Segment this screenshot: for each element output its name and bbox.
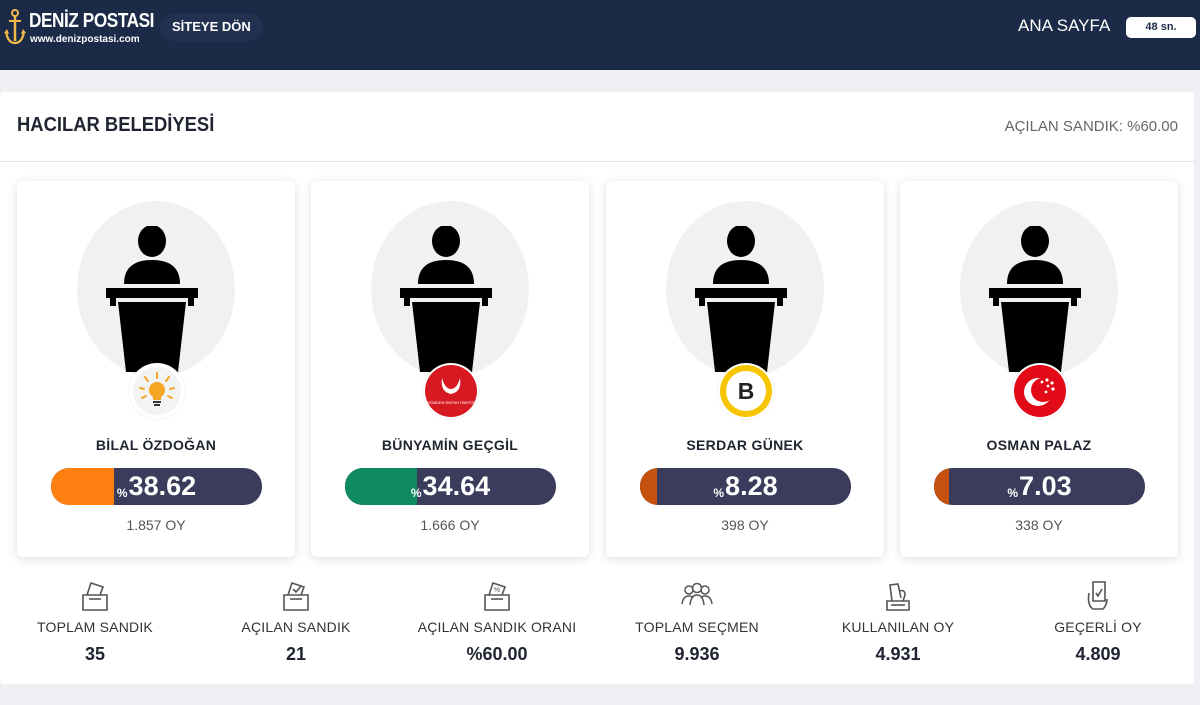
svg-text:%: % bbox=[494, 587, 500, 594]
stat-label: GEÇERLİ OY bbox=[1054, 619, 1142, 635]
podium-speaker-icon bbox=[400, 226, 492, 372]
candidate-card: BİLAL ÖZDOĞAN %38.62 1.857 OY bbox=[17, 181, 295, 557]
vote-share-text: %38.62 bbox=[51, 468, 262, 505]
candidate-name: OSMAN PALAZ bbox=[986, 437, 1092, 453]
vote-share-fill bbox=[345, 468, 417, 505]
ballot-box-check-icon bbox=[283, 581, 309, 611]
anchor-icon bbox=[4, 9, 26, 45]
stat-label: TOPLAM SANDIK bbox=[37, 619, 153, 635]
candidate-card: OSMAN PALAZ %7.03 338 OY bbox=[900, 181, 1178, 557]
podium-speaker-icon bbox=[106, 226, 198, 372]
logo-url: www.denizpostasi.com bbox=[30, 34, 140, 45]
avatar bbox=[77, 201, 235, 377]
vote-share-text: %8.28 bbox=[640, 468, 851, 505]
divider bbox=[0, 161, 1194, 162]
vote-count: 398 OY bbox=[721, 517, 769, 533]
candidate-name: SERDAR GÜNEK bbox=[686, 437, 804, 453]
vote-share-fill bbox=[640, 468, 657, 505]
stat-label: TOPLAM SEÇMEN bbox=[635, 619, 759, 635]
stat-opened-ballot-boxes: AÇILAN SANDIK 21 bbox=[206, 579, 386, 665]
stat-value: 4.809 bbox=[1075, 644, 1121, 664]
stat-value: 35 bbox=[84, 644, 106, 664]
ballot-box-icon bbox=[82, 581, 108, 611]
home-link[interactable]: ANA SAYFA bbox=[1018, 16, 1111, 35]
ballot-box-percent-icon: % bbox=[484, 581, 510, 611]
avatar bbox=[960, 201, 1118, 377]
vote-share-text: %34.64 bbox=[345, 468, 556, 505]
podium-speaker-icon bbox=[989, 226, 1081, 372]
vote-share-bar: %8.28 bbox=[640, 468, 851, 505]
vote-percent: 8.28 bbox=[725, 471, 778, 501]
vote-percent: 7.03 bbox=[1019, 471, 1072, 501]
avatar bbox=[371, 201, 529, 377]
logo-title: DENİZ POSTASI bbox=[29, 10, 155, 32]
results-panel: HACILAR BELEDİYESİ AÇILAN SANDIK: %60.00 bbox=[0, 92, 1194, 684]
vote-percent: 38.62 bbox=[128, 471, 197, 501]
stat-value: 21 bbox=[285, 644, 307, 664]
svg-text:B: B bbox=[738, 378, 755, 404]
stat-label: KULLANILAN OY bbox=[841, 619, 955, 635]
vote-share-text: %7.03 bbox=[934, 468, 1145, 505]
percent-sign: % bbox=[116, 486, 128, 500]
candidate-name: BÜNYAMİN GEÇGİL bbox=[381, 437, 519, 453]
vote-count: 338 OY bbox=[1015, 517, 1063, 533]
site-logo[interactable]: DENİZ POSTASI www.denizpostasi.com bbox=[4, 6, 154, 48]
vote-share-fill bbox=[51, 468, 115, 505]
opened-ballot-ratio: AÇILAN SANDIK: %60.00 bbox=[1004, 118, 1178, 135]
candidate-name: BİLAL ÖZDOĞAN bbox=[95, 437, 217, 453]
candidate-card: B SERDAR GÜNEK %8.28 398 OY bbox=[606, 181, 884, 557]
voters-icon bbox=[681, 582, 713, 606]
stat-valid-votes: GEÇERLİ OY 4.809 bbox=[1008, 579, 1188, 665]
stat-value: 4.931 bbox=[875, 644, 921, 664]
top-navbar: DENİZ POSTASI www.denizpostasi.com SİTEY… bbox=[0, 0, 1200, 70]
stat-opened-ratio: % AÇILAN SANDIK ORANI %60.00 bbox=[407, 579, 587, 665]
stat-total-ballot-boxes: TOPLAM SANDIK 35 bbox=[5, 579, 185, 665]
b-letter-icon: B bbox=[720, 365, 772, 417]
valid-vote-icon bbox=[1087, 581, 1108, 610]
vote-share-fill bbox=[934, 468, 949, 505]
vote-share-bar: %7.03 bbox=[934, 468, 1145, 505]
yeniden-refah-icon: YENİDEN REFAH PARTİSİ bbox=[425, 365, 477, 417]
vote-share-bar: %38.62 bbox=[51, 468, 262, 505]
party-logo: YENİDEN REFAH PARTİSİ bbox=[423, 363, 479, 419]
page-title: HACILAR BELEDİYESİ bbox=[17, 114, 215, 136]
stat-total-voters: TOPLAM SEÇMEN 9.936 bbox=[607, 579, 787, 665]
percent-sign: % bbox=[410, 486, 422, 500]
akp-lightbulb-icon bbox=[133, 367, 181, 415]
vote-count: 1.857 OY bbox=[126, 517, 186, 533]
svg-text:YENİDEN REFAH PARTİSİ: YENİDEN REFAH PARTİSİ bbox=[427, 400, 476, 405]
percent-sign: % bbox=[1007, 486, 1019, 500]
vote-percent: 34.64 bbox=[422, 471, 491, 501]
stat-label: AÇILAN SANDIK bbox=[241, 619, 351, 635]
party-logo bbox=[129, 363, 185, 419]
podium-speaker-icon bbox=[695, 226, 787, 372]
stat-value: %60.00 bbox=[466, 644, 528, 664]
stat-value: 9.936 bbox=[674, 644, 720, 664]
vote-count: 1.666 OY bbox=[420, 517, 480, 533]
stat-votes-cast: KULLANILAN OY 4.931 bbox=[808, 579, 988, 665]
refresh-timer: 48 sn. bbox=[1126, 17, 1196, 38]
avatar bbox=[666, 201, 824, 377]
crescent-star-icon bbox=[1014, 365, 1066, 417]
vote-share-bar: %34.64 bbox=[345, 468, 556, 505]
party-logo: B bbox=[718, 363, 774, 419]
vote-cast-icon bbox=[886, 583, 910, 611]
back-to-site-button[interactable]: SİTEYE DÖN bbox=[160, 13, 263, 41]
percent-sign: % bbox=[713, 486, 725, 500]
candidate-card: YENİDEN REFAH PARTİSİ BÜNYAMİN GEÇGİL %3… bbox=[311, 181, 589, 557]
party-logo bbox=[1012, 363, 1068, 419]
stat-label: AÇILAN SANDIK ORANI bbox=[417, 619, 577, 635]
